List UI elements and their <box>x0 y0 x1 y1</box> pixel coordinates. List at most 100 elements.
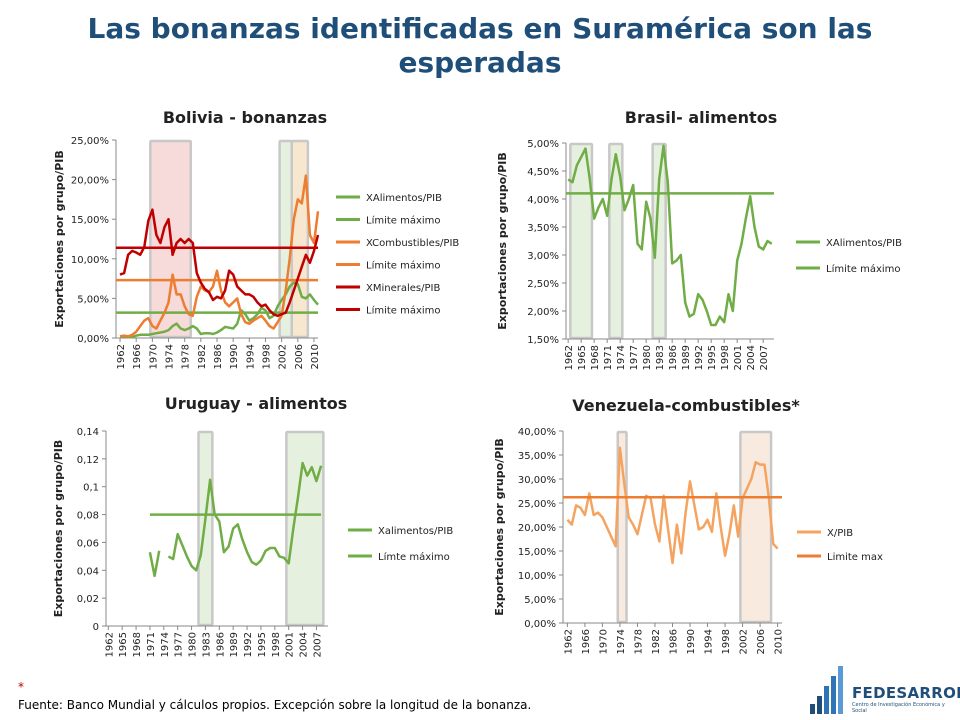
x-tick-label: 1978 <box>181 344 192 369</box>
x-tick-label: 1986 <box>213 344 224 369</box>
y-tick-label: 2,50% <box>527 279 559 290</box>
y-tick-label: 25,00% <box>518 499 556 510</box>
x-tick-label: 1962 <box>116 344 127 369</box>
x-tick-label: 1974 <box>165 344 176 369</box>
x-tick-label: 1962 <box>564 345 575 370</box>
bonanza-band <box>278 139 293 339</box>
x-tick-label: 1994 <box>245 344 256 369</box>
legend-label: XCombustibles/PIB <box>366 238 459 249</box>
legend-label: Límte máximo <box>378 551 450 563</box>
y-tick-label: 3,00% <box>527 251 559 262</box>
x-tick-label: 1990 <box>686 629 697 654</box>
x-tick-label: 1998 <box>261 344 272 369</box>
y-tick-label: 1,50% <box>527 335 559 346</box>
chart-1: Bolivia - bonanzas 0,00% 5,00% 10,00% 15,00%… <box>53 108 459 369</box>
y-tick-label: 0,00% <box>524 619 556 630</box>
x-tick-label: 1977 <box>174 632 185 657</box>
y-tick-label: 0,14 <box>77 427 99 438</box>
x-tick-label: 1965 <box>118 632 129 657</box>
fedesarrollo-logo: FEDESARROLLO Centro de Investigación Eco… <box>808 660 960 718</box>
series-5-line <box>119 208 320 318</box>
y-tick-label: 0,02 <box>77 594 99 605</box>
chart-title: Brasil- alimentos <box>625 108 777 127</box>
x-tick-label: 2004 <box>746 345 757 370</box>
y-tick-label: 5,00% <box>527 139 559 150</box>
x-tick-label: 1986 <box>668 345 679 370</box>
x-tick-label: 1995 <box>257 632 268 657</box>
chart-2: Brasil- alimentos 1,50% 2,00% 2,50% 3,00% 3,5… <box>496 108 902 370</box>
y-tick-label: 40,00% <box>518 427 556 438</box>
legend-label: Límite máximo <box>826 263 901 275</box>
bonanza-band <box>739 430 773 624</box>
x-tick-label: 2010 <box>310 344 321 369</box>
x-tick-label: 1965 <box>577 345 588 370</box>
y-tick-label: 0,00% <box>77 334 109 345</box>
y-tick-label: 25,00% <box>71 136 109 147</box>
x-tick-label: 2006 <box>756 629 767 654</box>
x-tick-label: 1966 <box>132 344 143 369</box>
footnote-marker: * <box>18 680 24 694</box>
legend-label: XMinerales/PIB <box>366 283 440 294</box>
x-tick-label: 1983 <box>655 345 666 370</box>
y-tick-label: 35,00% <box>518 451 556 462</box>
x-tick-label: 2007 <box>759 345 770 370</box>
x-tick-label: 1968 <box>132 632 143 657</box>
x-tick-label: 1982 <box>197 344 208 369</box>
legend-label: X/PIB <box>827 528 853 539</box>
y-axis-label: Exportaciones por grupo/PIB <box>52 440 65 617</box>
x-tick-label: 1989 <box>681 345 692 370</box>
y-tick-label: 15,00% <box>518 547 556 558</box>
legend-label: Xalimentos/PIB <box>378 526 453 537</box>
x-tick-label: 1966 <box>581 629 592 654</box>
y-tick-label: 0,08 <box>77 511 99 522</box>
x-tick-label: 1986 <box>669 629 680 654</box>
chart-title: Bolivia - bonanzas <box>163 108 327 127</box>
x-tick-label: 1983 <box>201 632 212 657</box>
y-tick-label: 3,50% <box>527 223 559 234</box>
x-tick-label: 1989 <box>229 632 240 657</box>
x-tick-label: 1992 <box>694 345 705 370</box>
legend-label: XAlimentos/PIB <box>366 193 442 204</box>
x-tick-label: 2010 <box>774 629 785 654</box>
x-tick-label: 2004 <box>299 632 310 657</box>
y-tick-label: 0,04 <box>77 566 99 577</box>
logo-name: FEDESARROLLO <box>852 684 960 702</box>
bonanza-band <box>290 139 310 339</box>
y-tick-label: 10,00% <box>71 255 109 266</box>
y-tick-label: 0,12 <box>77 455 99 466</box>
y-tick-label: 20,00% <box>71 176 109 187</box>
legend-label: XAlimentos/PIB <box>826 238 902 249</box>
y-tick-label: 0 <box>93 622 99 633</box>
x-tick-label: 2006 <box>294 344 305 369</box>
x-tick-label: 1962 <box>104 632 115 657</box>
x-tick-label: 1980 <box>642 345 653 370</box>
y-tick-label: 5,00% <box>524 595 556 606</box>
y-axis-label: Exportaciones por grupo/PIB <box>53 150 66 327</box>
x-tick-label: 1962 <box>563 629 574 654</box>
x-tick-label: 1970 <box>598 629 609 654</box>
x-tick-label: 2001 <box>733 345 744 370</box>
legend-label: Limite max <box>827 552 883 563</box>
x-tick-label: 1978 <box>633 629 644 654</box>
x-tick-label: 1986 <box>215 632 226 657</box>
x-tick-label: 1974 <box>616 629 627 654</box>
x-tick-label: 1994 <box>704 629 715 654</box>
legend-label: Límite máximo <box>366 260 441 272</box>
x-tick-label: 1971 <box>146 632 157 657</box>
y-tick-label: 4,00% <box>527 195 559 206</box>
y-tick-label: 0,06 <box>77 538 99 549</box>
x-tick-label: 1971 <box>603 345 614 370</box>
x-tick-label: 1998 <box>720 345 731 370</box>
y-tick-label: 20,00% <box>518 523 556 534</box>
y-tick-label: 4,50% <box>527 167 559 178</box>
series-1-line <box>567 144 773 327</box>
series-1-line <box>148 461 323 578</box>
y-axis-label: Exportaciones por grupo/PIB <box>493 438 506 615</box>
page-title: Las bonanzas identificadas en Suramérica… <box>87 12 873 79</box>
y-tick-label: 2,00% <box>527 307 559 318</box>
x-tick-label: 1998 <box>721 629 732 654</box>
x-tick-label: 1998 <box>271 632 282 657</box>
chart-4: Venezuela-combustibles* 0,00% 5,00% 10,00% 1… <box>493 396 883 654</box>
x-tick-label: 1974 <box>616 345 627 370</box>
